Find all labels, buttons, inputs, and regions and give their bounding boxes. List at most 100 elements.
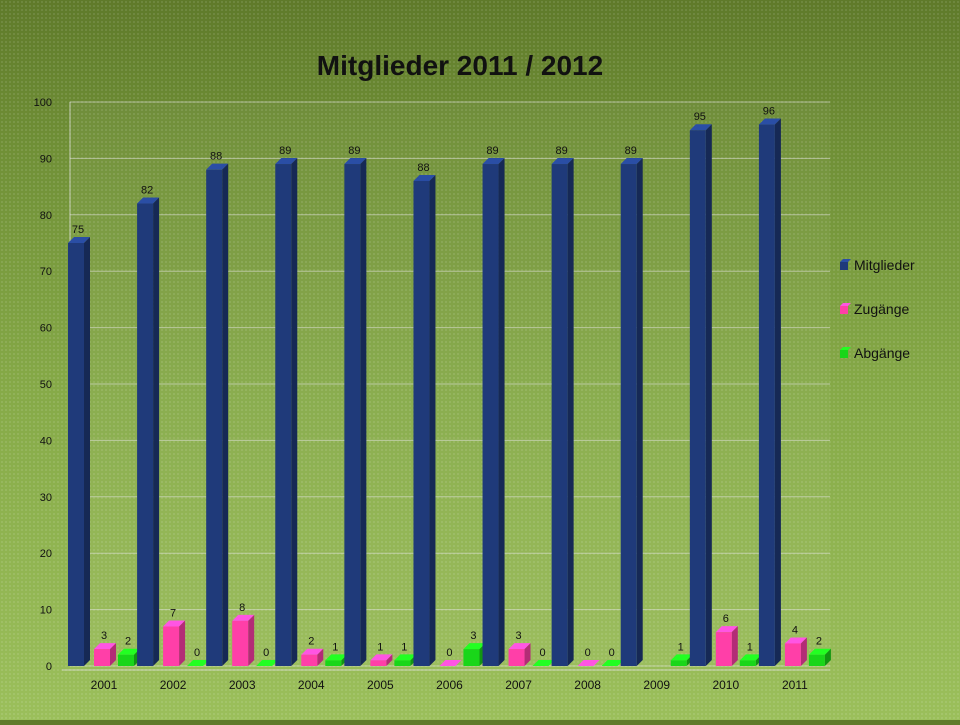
data-label: 89 (556, 145, 568, 157)
legend-label: Abgänge (854, 345, 910, 361)
x-tick-label: 2011 (782, 678, 808, 692)
bar-side (153, 197, 160, 666)
data-label: 0 (446, 647, 452, 659)
bar-top (94, 643, 116, 650)
legend-swatch-top (840, 347, 851, 350)
bar-side (248, 614, 255, 666)
bar-side (386, 654, 393, 666)
legend-swatch-top (840, 303, 851, 306)
data-label: 89 (279, 145, 291, 157)
y-tick-label: 70 (40, 266, 52, 278)
bar (94, 649, 110, 666)
bar (275, 164, 292, 667)
data-label: 0 (539, 647, 545, 659)
bar-top (784, 637, 807, 644)
data-label: 0 (585, 647, 591, 659)
data-label: 3 (470, 630, 476, 642)
y-tick-label: 100 (34, 97, 52, 109)
x-tick-label: 2001 (91, 678, 118, 692)
bar-top (551, 158, 574, 165)
data-label: 89 (486, 145, 498, 157)
data-label: 8 (239, 602, 245, 614)
bar-side (731, 626, 738, 666)
x-tick-label: 2004 (298, 678, 325, 692)
chart-title: Mitglieder 2011 / 2012 (317, 50, 603, 81)
bars (68, 118, 831, 667)
bar-top (808, 648, 831, 655)
bar (739, 660, 756, 666)
bar (394, 660, 411, 666)
data-label: 88 (210, 151, 222, 163)
bar (68, 243, 84, 666)
bar (463, 649, 480, 666)
bar-side (429, 174, 436, 666)
bar (670, 660, 687, 666)
data-label: 6 (723, 613, 729, 625)
x-tick-label: 2002 (160, 678, 187, 692)
data-label: 0 (609, 647, 615, 659)
data-label: 75 (72, 224, 84, 236)
bar-top (118, 648, 140, 655)
bar-side (222, 163, 229, 666)
y-tick-label: 40 (40, 435, 52, 447)
data-label: 1 (332, 641, 338, 653)
bar-top (758, 118, 781, 125)
bar (137, 203, 154, 666)
data-label: 1 (678, 641, 684, 653)
bar-side (360, 158, 367, 667)
bar (689, 130, 706, 666)
legend-label: Mitglieder (854, 257, 915, 273)
data-label: 0 (194, 647, 200, 659)
bar (784, 643, 801, 666)
bar-top (325, 654, 348, 661)
bar (620, 164, 637, 667)
bar-side (179, 620, 186, 666)
y-tick-label: 20 (40, 548, 52, 560)
bar-top (206, 163, 229, 170)
bar (206, 169, 223, 666)
bar-side (800, 637, 807, 666)
data-label: 4 (792, 624, 798, 636)
bar-side (705, 124, 712, 666)
x-tick-label: 2008 (574, 678, 601, 692)
x-tick-label: 2006 (436, 678, 463, 692)
bar-top (670, 654, 693, 661)
data-label: 88 (417, 162, 429, 174)
legend-swatch-top (840, 259, 851, 262)
bar (344, 164, 361, 667)
x-tick-label: 2005 (367, 678, 394, 692)
bar (551, 164, 568, 667)
bar-side (636, 158, 643, 667)
y-tick-label: 60 (40, 323, 52, 335)
x-tick-label: 2007 (505, 678, 532, 692)
y-tick-label: 50 (40, 379, 52, 391)
bar-top (413, 174, 436, 181)
data-label: 2 (125, 636, 131, 648)
bar (808, 654, 825, 666)
data-label: 7 (170, 608, 176, 620)
bar-top (532, 660, 555, 666)
data-label: 1 (747, 641, 753, 653)
bar-top (508, 643, 531, 650)
bar-top (256, 660, 279, 666)
y-tick-label: 90 (40, 153, 52, 165)
bar-top (370, 654, 393, 661)
legend-swatch (840, 350, 848, 358)
bar-top (601, 660, 624, 666)
x-tick-label: 2003 (229, 678, 256, 692)
bar (370, 660, 387, 666)
data-label: 3 (101, 630, 107, 642)
data-label: 82 (141, 185, 153, 197)
data-label: 2 (308, 636, 314, 648)
legend-swatch (840, 306, 848, 314)
x-tick-label: 2010 (712, 678, 739, 692)
bar-side (110, 643, 116, 666)
bar-side (498, 158, 505, 667)
bar-top (68, 237, 90, 243)
bar-top (715, 626, 738, 633)
bar-top (439, 660, 462, 666)
bar (758, 124, 775, 666)
